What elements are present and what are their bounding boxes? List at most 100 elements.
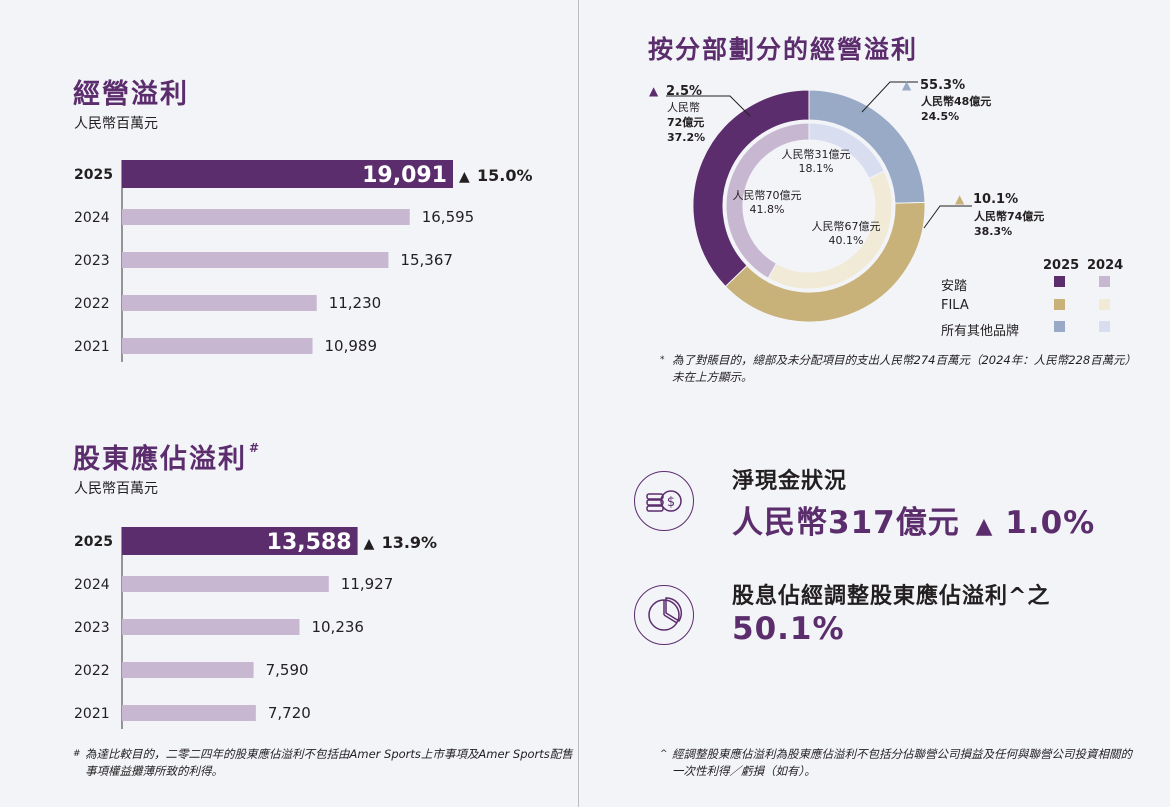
callout-change: 2.5% <box>666 84 702 99</box>
donut-slice <box>725 122 810 279</box>
bar-category-label: 2025 <box>74 534 113 550</box>
callout-pct: 37.2% <box>667 131 705 144</box>
bar-category-label: 2021 <box>74 339 110 355</box>
bar-value-label: 11,230 <box>329 294 382 312</box>
up-triangle-icon: ▲ <box>902 78 912 92</box>
bar <box>122 705 256 721</box>
callout-change: 55.3% <box>920 78 965 93</box>
bar-value-label: 10,989 <box>325 337 378 355</box>
payout-footnote: ^ 經調整股東應佔溢利為股東應佔溢利不包括分佔聯營公司損益及任何與聯營公司投資相… <box>660 746 1138 780</box>
bar <box>122 338 313 354</box>
callout-amount: 人民幣48億元 <box>921 94 991 108</box>
shareholder-profit-bar-chart: 2025 13,588 ▲ 13.9% 2024 11,927 2023 10,236 2022… <box>74 527 438 729</box>
footnote-mark: * <box>660 355 665 365</box>
leader-line <box>861 81 918 113</box>
up-triangle-icon: ▲ <box>955 192 965 206</box>
segment-footnote: * 為了對賬目的，總部及未分配項目的支出人民幣274百萬元（2024年：人民幣2… <box>660 352 1138 386</box>
shareholder-profit-title: 股東應佔溢利 # <box>73 437 261 476</box>
inner-label-pct: 40.1% <box>829 234 864 247</box>
callout-amount: 人民幣 <box>667 101 700 114</box>
leader-line <box>923 205 972 229</box>
bar-category-label: 2022 <box>74 663 110 679</box>
inner-label-pct: 41.8% <box>750 203 785 216</box>
footnote-text: 為達比較目的，二零二四年的股東應佔溢利不包括由Amer Sports上市事項及A… <box>85 747 573 778</box>
legend-swatch-anta-2025 <box>1054 276 1065 287</box>
net-cash-value: 人民幣317億元 <box>732 505 960 541</box>
legend-year-prior: 2024 <box>1087 258 1124 273</box>
bar-value-label: 15,367 <box>400 251 453 269</box>
legend-swatch-anta-2024 <box>1099 276 1110 287</box>
shareholder-profit-title-text: 股東應佔溢利 <box>73 444 247 475</box>
bar-value-label: 7,720 <box>268 704 311 722</box>
bar <box>122 252 389 268</box>
shareholder-profit-footnote: # 為達比較目的，二零二四年的股東應佔溢利不包括由Amer Sports上市事項… <box>73 746 575 780</box>
shareholder-profit-title-mark: # <box>249 441 262 455</box>
legend-item-anta: 安踏 <box>941 279 968 294</box>
footnote-text: 經調整股東應佔溢利為股東應佔溢利不包括分佔聯營公司損益及任何與聯營公司投資相關的… <box>672 747 1132 778</box>
legend-swatch-other-2024 <box>1099 321 1110 332</box>
bar <box>122 619 300 635</box>
net-cash-value-row: 人民幣317億元 ▲ 1.0% <box>732 497 1095 542</box>
bar-value-label: 7,590 <box>266 661 309 679</box>
inner-label-pct: 18.1% <box>799 162 834 175</box>
net-cash-change: 1.0% <box>1005 505 1096 541</box>
donut-slice <box>724 201 926 323</box>
payout-label: 股息佔經調整股東應佔溢利^之 <box>732 584 1051 609</box>
bar-change-label: 13.9% <box>382 533 438 552</box>
inner-label-amount: 人民幣31億元 <box>782 148 851 161</box>
legend-swatch-fila-2025 <box>1054 299 1065 310</box>
up-triangle-icon: ▲ <box>459 169 470 185</box>
bar-category-label: 2024 <box>74 577 110 593</box>
operating-profit-bar-chart: 2025 19,091 ▲ 15.0% 2024 16,595 2023 15,367 2022… <box>74 160 533 362</box>
bar-value-label: 10,236 <box>311 618 364 636</box>
bar-category-label: 2023 <box>74 253 110 269</box>
up-triangle-icon: ▲ <box>649 84 659 98</box>
up-triangle-icon: ▲ <box>975 514 994 539</box>
bar-value-label: 16,595 <box>422 208 475 226</box>
legend-swatch-other-2025 <box>1054 321 1065 332</box>
legend-item-fila: FILA <box>941 298 969 313</box>
legend-swatch-fila-2024 <box>1099 299 1110 310</box>
bar <box>122 662 254 678</box>
cash-icon: $ <box>634 471 694 531</box>
bar-value-label: 13,588 <box>267 530 352 555</box>
bar-category-label: 2023 <box>74 620 110 636</box>
callout-pct: 24.5% <box>921 110 959 123</box>
operating-profit-title: 經營溢利 <box>73 79 189 110</box>
shareholder-profit-unit: 人民幣百萬元 <box>74 481 158 497</box>
bar-value-label: 11,927 <box>341 575 394 593</box>
footnote-mark: ^ <box>660 749 668 759</box>
bar <box>122 527 358 555</box>
callout-amount: 72億元 <box>667 115 704 129</box>
pie-chart-icon <box>634 585 694 645</box>
callout-change: 10.1% <box>973 192 1018 207</box>
callout-amount: 人民幣74億元 <box>974 209 1044 223</box>
legend-year-current: 2025 <box>1043 258 1080 273</box>
bar <box>122 209 410 225</box>
up-triangle-icon: ▲ <box>364 536 375 552</box>
bar-value-label: 19,091 <box>362 163 447 188</box>
bar-category-label: 2022 <box>74 296 110 312</box>
inner-label-amount: 人民幣67億元 <box>812 220 881 233</box>
payout-value: 50.1% <box>732 611 845 647</box>
net-cash-label: 淨現金狀況 <box>732 469 848 494</box>
inner-label-amount: 人民幣70億元 <box>733 189 802 202</box>
bar-category-label: 2025 <box>74 167 113 183</box>
bar <box>122 160 453 188</box>
bar-category-label: 2024 <box>74 210 110 226</box>
column-divider <box>578 0 579 807</box>
donut-slice <box>692 89 810 288</box>
bar <box>122 576 329 592</box>
bar-change-label: 15.0% <box>477 166 533 185</box>
operating-profit-unit: 人民幣百萬元 <box>74 116 158 132</box>
bar-category-label: 2021 <box>74 706 110 722</box>
footnote-mark: # <box>73 749 81 759</box>
callout-pct: 38.3% <box>974 225 1012 238</box>
segment-title: 按分部劃分的經營溢利 <box>648 35 919 64</box>
bar <box>122 295 317 311</box>
leader-line <box>666 95 751 117</box>
footnote-text: 為了對賬目的，總部及未分配項目的支出人民幣274百萬元（2024年：人民幣228… <box>672 353 1137 384</box>
svg-text:$: $ <box>667 495 675 510</box>
legend-item-other: 所有其他品牌 <box>941 324 1020 339</box>
